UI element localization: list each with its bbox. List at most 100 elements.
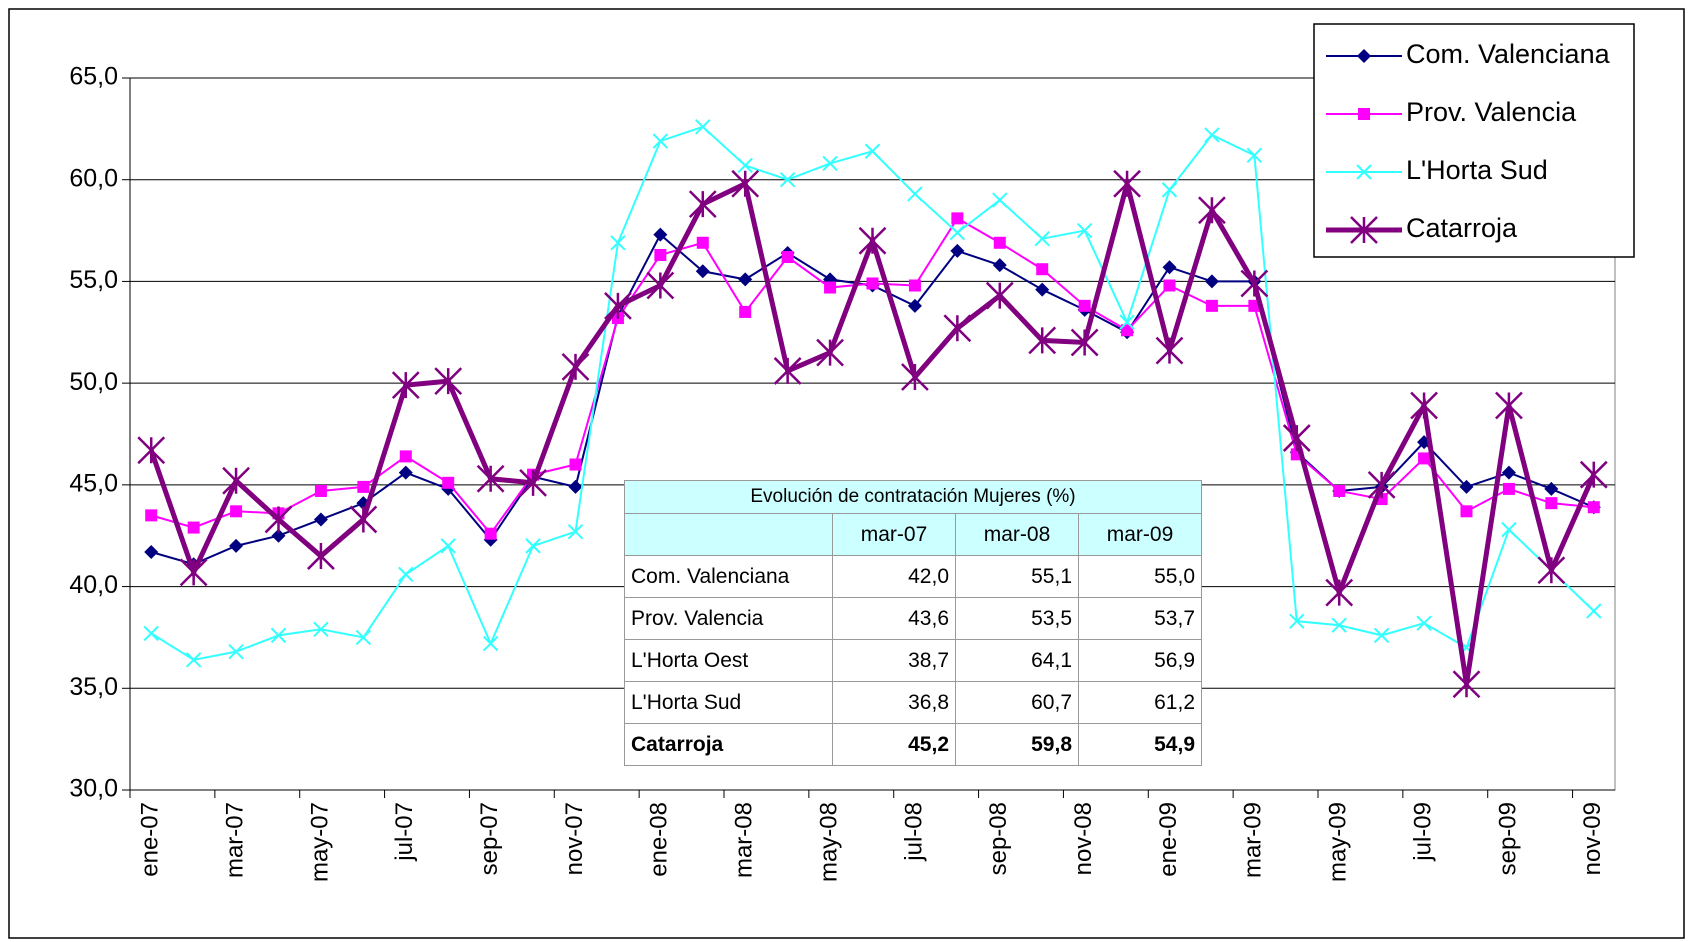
table-cell: Prov. Valencia [624,597,833,640]
marker [230,505,243,518]
marker [907,186,923,202]
legend-label: Catarroja [1406,213,1518,243]
marker [440,538,456,554]
marker [908,279,921,292]
table-cell: Catarroja [624,723,833,766]
marker [1198,196,1226,225]
marker [271,528,286,543]
marker [985,281,1014,310]
marker [442,476,455,489]
marker [1282,424,1311,452]
marker [1333,484,1346,497]
table-row: mar-07 mar-08 mar-09 [624,513,1202,556]
marker [525,538,541,554]
legend-box [1313,23,1635,258]
marker [1459,479,1474,494]
marker [482,635,499,652]
marker [731,169,760,198]
x-tick-label: mar-07 [221,802,248,878]
legend-entry: Prov. Valencia [1326,97,1577,127]
marker [313,621,329,637]
marker [779,172,796,188]
marker [949,224,966,241]
marker [773,357,802,385]
marker [228,643,244,660]
marker [604,291,632,320]
marker [652,133,669,149]
marker [314,484,327,497]
marker [1036,263,1049,276]
x-tick-label: nov-09 [1579,802,1606,875]
table-cell: 55,1 [955,555,1079,598]
marker [222,466,250,495]
y-tick-label: 60,0 [69,164,118,192]
marker [864,143,881,159]
marker [993,236,1006,249]
marker [569,458,582,471]
marker [1586,603,1602,619]
marker [1161,182,1178,198]
table-row: L'Horta Sud 36,8 60,7 61,2 [624,681,1202,724]
y-tick-label: 40,0 [69,571,118,599]
x-tick-label: may-09 [1325,802,1352,882]
table-row: L'Horta Oest 38,7 64,1 56,9 [624,639,1202,682]
marker [313,512,328,527]
marker [145,509,158,522]
x-tick-label: jul-08 [900,802,927,862]
marker [1035,282,1050,297]
legend-label: Prov. Valencia [1406,97,1577,127]
table-cell: 53,5 [955,597,1079,640]
marker [1358,108,1370,120]
marker [1357,49,1371,63]
marker [950,243,965,258]
y-tick-label: 30,0 [69,775,118,803]
legend-entry: L'Horta Sud [1326,155,1548,185]
marker [1162,260,1177,275]
marker [568,479,583,494]
marker [1076,222,1093,239]
marker [992,258,1007,273]
marker [1331,617,1347,633]
x-tick-label: ene-08 [646,802,673,877]
marker [307,542,335,570]
marker [610,235,626,251]
marker [1325,578,1354,607]
table-cell: mar-09 [1078,513,1202,556]
series [143,119,1602,668]
marker [738,272,753,287]
marker [1502,482,1515,495]
marker [185,652,202,668]
marker [484,527,497,540]
marker [519,468,547,497]
x-tick-label: may-08 [815,802,842,882]
marker [1587,501,1600,514]
marker [1034,231,1050,247]
x-tick-label: jul-09 [1409,802,1436,862]
marker [1028,326,1057,355]
table-cell: Evolución de contratación Mujeres (%) [624,480,1202,514]
table-cell: 36,8 [832,681,956,724]
marker [1416,615,1432,631]
marker [1495,391,1523,420]
marker [144,544,159,559]
table-cell: 60,7 [955,681,1079,724]
marker [270,627,287,644]
table-cell: L'Horta Oest [624,639,833,682]
x-tick-label: sep-07 [476,802,503,875]
table-cell: 54,9 [1078,723,1202,766]
table-cell: 53,7 [1078,597,1202,640]
marker [1460,505,1473,518]
table-cell: 56,9 [1078,639,1202,682]
marker [901,363,929,391]
marker [824,281,837,294]
y-tick-label: 45,0 [69,469,118,497]
marker [1163,279,1176,292]
marker [399,450,412,463]
x-tick-label: mar-09 [1240,802,1267,878]
marker [1240,269,1269,298]
legend-label: L'Horta Sud [1406,155,1548,185]
table-cell: 64,1 [955,639,1079,682]
marker [1579,460,1608,489]
marker [943,314,972,343]
marker [654,248,667,261]
